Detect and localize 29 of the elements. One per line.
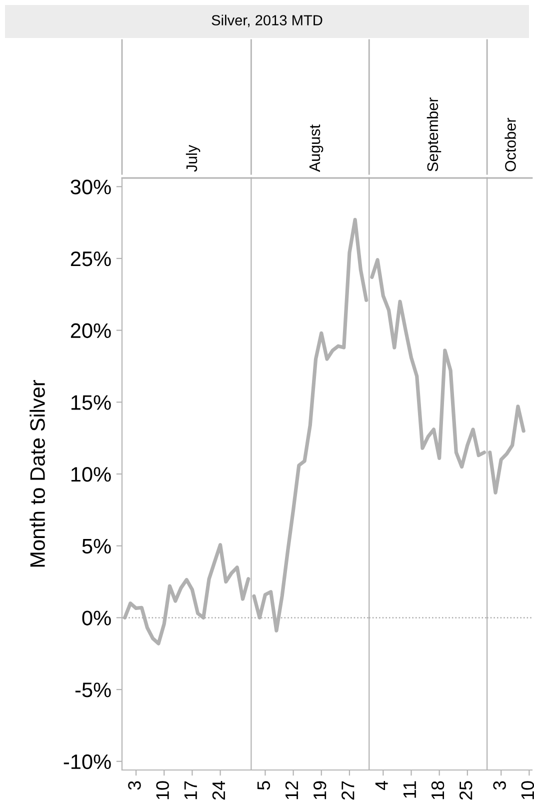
chart-subtitle: July [186, 144, 200, 172]
x-tick-label: 27 [342, 781, 354, 800]
y-tick-label: 25% [70, 251, 111, 266]
x-tick-label: 12 [285, 781, 298, 800]
chart-subtitle: August [309, 124, 324, 172]
y-tick-label: 10% [71, 467, 111, 482]
y-axis-title: Month to Date Silver [30, 380, 45, 567]
x-tick-label: 25 [459, 781, 472, 800]
x-tick-label: 24 [212, 780, 225, 800]
y-tick-label: -5% [75, 682, 111, 698]
chart-title: Silver, 2013 MTD [212, 14, 322, 28]
chart-subtitle: October [504, 118, 516, 172]
y-tick-label: 30% [70, 180, 111, 194]
y-tick-label: 0% [82, 610, 111, 626]
x-tick-label: 18 [431, 781, 444, 800]
x-tick-label: 11 [403, 781, 416, 798]
x-tick-label: 3 [493, 781, 506, 790]
x-tick-label: 10 [521, 781, 534, 800]
x-tick-label: 5 [257, 781, 270, 790]
x-tick-label: 4 [375, 780, 388, 790]
x-tick-label: 19 [313, 781, 326, 800]
x-tick-label: 3 [128, 781, 141, 790]
x-tick-label: 17 [184, 781, 197, 800]
y-tick-label: 20% [70, 323, 111, 338]
y-tick-label: 15% [71, 395, 111, 410]
y-tick-label: 5% [82, 538, 111, 554]
x-tick-label: 10 [156, 781, 169, 800]
chart-subtitle: September [426, 98, 442, 172]
y-tick-label: -10% [64, 754, 111, 770]
